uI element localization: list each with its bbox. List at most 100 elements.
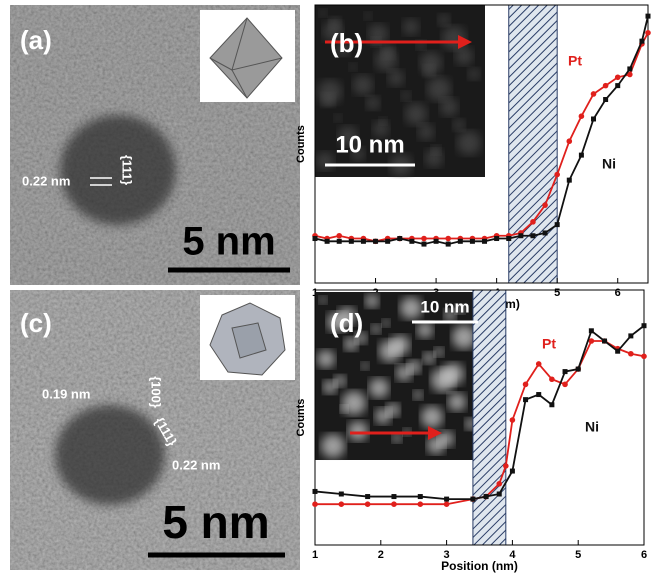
stem-blob bbox=[344, 337, 358, 351]
panel-label: (a) bbox=[20, 25, 52, 55]
stem-blob bbox=[334, 114, 342, 122]
point bbox=[518, 233, 524, 239]
scale-bar-label: 10 nm bbox=[420, 297, 469, 316]
point bbox=[603, 97, 609, 103]
point bbox=[627, 66, 633, 72]
tem-image-c: (c) 0.19 nm {100} {111} 0.22 nm 5 nm bbox=[10, 290, 300, 570]
tem-image-a: (a) 0.22 nm {111} 5 nm bbox=[10, 5, 300, 285]
stem-blob bbox=[388, 70, 404, 86]
point bbox=[348, 238, 354, 244]
y-axis-label: Counts bbox=[295, 399, 307, 437]
point bbox=[645, 30, 651, 36]
x-tick-label: 6 bbox=[641, 549, 647, 561]
point bbox=[536, 392, 542, 398]
stem-blob bbox=[361, 362, 369, 370]
point bbox=[364, 501, 371, 508]
series-label: Pt bbox=[568, 53, 582, 69]
point bbox=[444, 496, 450, 502]
point bbox=[470, 496, 476, 502]
point bbox=[496, 481, 503, 487]
stem-blob bbox=[351, 147, 365, 161]
stem-blob bbox=[323, 380, 337, 394]
y-axis-label: Counts bbox=[295, 125, 307, 163]
point bbox=[554, 171, 560, 178]
stem-blob bbox=[336, 42, 350, 56]
scale-bar-label: 10 nm bbox=[335, 131, 404, 158]
point bbox=[615, 348, 621, 354]
stem-blob bbox=[452, 325, 476, 349]
stem-blob bbox=[329, 17, 341, 29]
point bbox=[549, 376, 555, 383]
point bbox=[575, 366, 581, 372]
annotation: 0.22 nm bbox=[22, 173, 70, 188]
stem-blob bbox=[338, 126, 358, 146]
point bbox=[641, 353, 647, 360]
point bbox=[336, 238, 342, 244]
stem-blob bbox=[382, 319, 390, 327]
point bbox=[503, 463, 509, 469]
stem-blob bbox=[319, 296, 327, 304]
stem-blob bbox=[440, 98, 458, 116]
stem-blob bbox=[316, 152, 334, 170]
stem-blob bbox=[338, 307, 356, 325]
point bbox=[324, 238, 330, 244]
highlight-band bbox=[472, 289, 507, 546]
point bbox=[562, 381, 568, 388]
point bbox=[421, 235, 427, 242]
point bbox=[391, 501, 397, 508]
point bbox=[602, 338, 608, 344]
point bbox=[312, 488, 318, 494]
panel-label: (d) bbox=[330, 308, 363, 338]
point bbox=[338, 501, 345, 508]
point bbox=[588, 338, 595, 344]
plot-frame bbox=[314, 289, 645, 546]
stem-blob bbox=[373, 121, 389, 137]
stem-blob bbox=[334, 375, 346, 387]
point bbox=[627, 71, 633, 78]
stem-blob bbox=[318, 80, 342, 104]
point bbox=[482, 238, 488, 244]
point bbox=[628, 333, 634, 339]
series-label: Ni bbox=[585, 419, 599, 435]
x-tick-label: 4 bbox=[509, 549, 516, 561]
point bbox=[509, 417, 516, 423]
point bbox=[445, 235, 452, 242]
stem-blob bbox=[390, 335, 410, 355]
point bbox=[639, 38, 645, 44]
point bbox=[645, 13, 651, 19]
x-axis-label: Position (nm) bbox=[441, 559, 518, 573]
point bbox=[336, 232, 343, 239]
point bbox=[496, 491, 502, 497]
stem-blob bbox=[371, 324, 381, 334]
point bbox=[628, 350, 634, 357]
point bbox=[365, 494, 371, 500]
x-tick-label: 1 bbox=[312, 549, 318, 561]
point bbox=[443, 501, 450, 508]
stem-blob bbox=[386, 403, 400, 417]
point bbox=[562, 369, 568, 375]
stem-blob bbox=[405, 103, 427, 125]
plot-frame bbox=[314, 4, 649, 284]
series-label: Pt bbox=[542, 336, 556, 352]
point bbox=[457, 238, 463, 244]
stem-blob bbox=[381, 45, 395, 59]
point bbox=[509, 468, 515, 474]
stem-blob bbox=[444, 309, 456, 321]
point bbox=[312, 501, 318, 508]
point bbox=[641, 323, 647, 329]
stem-blob bbox=[400, 297, 422, 319]
series-label: Ni bbox=[602, 156, 616, 172]
annotation: 0.19 nm bbox=[42, 386, 90, 401]
point bbox=[591, 116, 597, 122]
arrow-head bbox=[428, 426, 442, 440]
stem-blob bbox=[438, 431, 454, 447]
scale-bar-label: 5 nm bbox=[162, 496, 269, 548]
point bbox=[445, 241, 451, 247]
point bbox=[588, 328, 594, 334]
x-tick-label: 5 bbox=[575, 549, 581, 561]
stem-blob bbox=[365, 294, 379, 308]
stem-blob bbox=[348, 421, 368, 441]
point bbox=[338, 491, 344, 497]
stem-blob bbox=[434, 347, 444, 357]
stem-blob bbox=[457, 131, 481, 155]
